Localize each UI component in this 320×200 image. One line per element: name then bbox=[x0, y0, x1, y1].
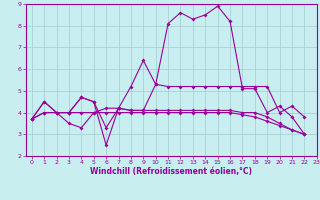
X-axis label: Windchill (Refroidissement éolien,°C): Windchill (Refroidissement éolien,°C) bbox=[90, 167, 252, 176]
